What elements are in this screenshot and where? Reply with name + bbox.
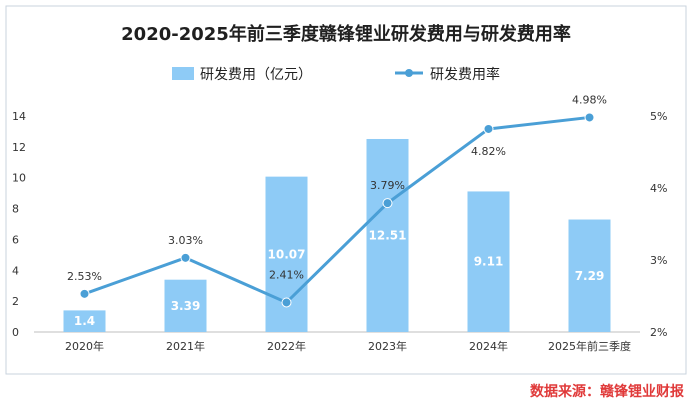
right-axis: 2% 3% 4% 5%: [650, 110, 667, 339]
bar: [568, 219, 611, 332]
legend-line-label: 研发费用率: [430, 66, 500, 83]
x-tick-label: 2023年: [368, 339, 407, 353]
rate-value-label: 3.79%: [370, 179, 405, 192]
rate-value-label: 2.41%: [269, 268, 304, 281]
rate-point: [79, 288, 90, 299]
left-tick-label: 12: [12, 141, 26, 154]
bar-series: 1.4 3.39 10.07 12.51 9.11 7.29: [63, 138, 611, 332]
legend-line-marker: [405, 69, 413, 77]
rate-point: [584, 112, 595, 123]
bar-value-label: 3.39: [171, 299, 201, 313]
rate-value-label: 4.82%: [471, 145, 506, 158]
right-tick-label: 5%: [650, 110, 667, 123]
bar-value-label: 12.51: [369, 228, 407, 242]
bar-value-label: 9.11: [474, 255, 504, 269]
left-tick-label: 8: [12, 203, 19, 216]
line-series: 2.53% 3.03% 2.41% 3.79% 4.82% 4.98%: [67, 93, 607, 308]
bar: [63, 310, 106, 332]
x-axis: 2020年 2021年 2022年 2023年 2024年 2025年前三季度: [65, 339, 631, 353]
left-tick-label: 4: [12, 264, 19, 277]
bar-value-label: 10.07: [268, 247, 306, 261]
x-tick-label: 2022年: [267, 339, 306, 353]
x-tick-label: 2025年前三季度: [548, 339, 631, 353]
right-tick-label: 4%: [650, 182, 667, 195]
right-tick-label: 3%: [650, 254, 667, 267]
x-tick-label: 2024年: [469, 339, 508, 353]
left-axis: 0 2 4 6 8 10 12 14: [12, 110, 26, 339]
rate-point: [180, 252, 191, 263]
chart-title: 2020-2025年前三季度赣锋锂业研发费用与研发费用率: [121, 23, 571, 45]
legend-bar-swatch: [172, 67, 194, 80]
rate-value-label: 2.53%: [67, 270, 102, 283]
left-tick-label: 0: [12, 326, 19, 339]
rate-point: [483, 123, 494, 134]
bar: [164, 279, 207, 332]
legend: 研发费用（亿元） 研发费用率: [172, 66, 500, 83]
x-tick-label: 2021年: [166, 339, 205, 353]
bar: [366, 138, 409, 332]
legend-bar-label: 研发费用（亿元）: [200, 67, 312, 83]
rate-value-label: 3.03%: [168, 234, 203, 247]
rate-point: [281, 297, 292, 308]
x-tick-label: 2020年: [65, 339, 104, 353]
bar: [467, 191, 510, 332]
rate-line: [83, 115, 590, 304]
rate-point: [382, 198, 393, 209]
rate-value-label: 4.98%: [572, 93, 607, 106]
left-tick-label: 2: [12, 295, 19, 308]
right-tick-label: 2%: [650, 326, 667, 339]
source-note: 数据来源：赣锋锂业财报: [530, 383, 684, 400]
left-tick-label: 10: [12, 172, 26, 185]
left-tick-label: 14: [12, 110, 26, 123]
bar-value-label: 7.29: [575, 269, 605, 283]
bar-value-label: 1.4: [74, 314, 95, 328]
left-tick-label: 6: [12, 233, 19, 246]
